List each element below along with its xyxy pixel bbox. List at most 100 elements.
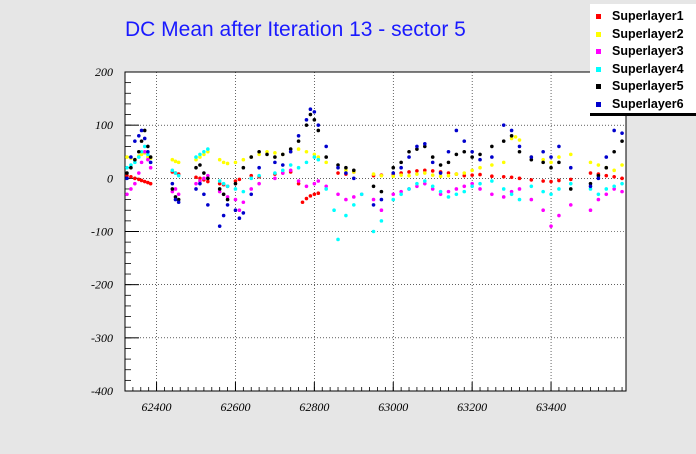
- data-point: [129, 187, 133, 191]
- data-point: [273, 176, 277, 181]
- data-point: [568, 181, 573, 186]
- x-tick-label: 62600: [220, 400, 250, 414]
- data-point: [509, 128, 514, 133]
- data-point: [430, 173, 435, 177]
- data-point: [501, 195, 506, 199]
- data-point: [202, 149, 206, 154]
- data-point: [454, 172, 459, 176]
- data-point: [206, 203, 210, 207]
- data-point: [549, 160, 553, 165]
- data-point: [446, 171, 451, 175]
- data-point: [312, 181, 317, 186]
- data-point: [198, 179, 202, 183]
- data-point: [371, 184, 376, 189]
- data-point: [296, 147, 301, 151]
- series-4: [125, 144, 624, 242]
- data-point: [359, 192, 364, 197]
- series-3: [125, 149, 624, 228]
- legend-label: Superlayer4: [612, 61, 684, 76]
- data-point: [324, 184, 328, 189]
- data-point: [557, 187, 561, 191]
- data-point: [415, 172, 419, 176]
- data-point: [137, 134, 141, 138]
- data-point: [620, 131, 624, 135]
- data-point: [462, 171, 467, 175]
- data-point: [568, 152, 573, 157]
- data-point: [304, 196, 309, 201]
- y-tick-label: 200: [95, 65, 113, 79]
- data-point: [146, 144, 150, 149]
- data-point: [273, 155, 277, 159]
- data-point: [173, 171, 178, 175]
- data-point: [517, 144, 522, 149]
- data-point: [198, 176, 202, 181]
- data-point: [517, 149, 522, 154]
- grid-lines: [125, 72, 626, 391]
- data-point: [620, 176, 624, 181]
- data-point: [423, 179, 427, 183]
- data-point: [139, 149, 144, 154]
- data-point: [304, 160, 309, 165]
- data-point: [568, 177, 573, 182]
- data-point: [415, 181, 419, 186]
- data-point: [344, 171, 348, 175]
- data-point: [549, 179, 553, 184]
- data-point: [217, 157, 222, 162]
- legend-marker: [596, 14, 601, 19]
- data-point: [280, 163, 285, 167]
- data-point: [588, 171, 593, 175]
- data-point: [470, 155, 474, 159]
- series-1: [125, 168, 624, 205]
- data-point: [407, 173, 411, 178]
- data-point: [142, 128, 147, 133]
- data-point: [241, 189, 246, 194]
- data-point: [125, 155, 129, 159]
- data-point: [588, 184, 593, 189]
- legend-entry: Superlayer1: [590, 8, 696, 26]
- legend-label: Superlayer1: [612, 9, 684, 23]
- series-6: [125, 107, 624, 228]
- data-point: [249, 187, 254, 191]
- data-point: [454, 152, 459, 157]
- data-point: [430, 187, 435, 191]
- data-point: [379, 173, 384, 178]
- data-point: [407, 155, 411, 159]
- data-point: [612, 149, 616, 154]
- data-point: [146, 152, 150, 157]
- legend-marker: [596, 31, 601, 37]
- data-point: [462, 184, 467, 189]
- data-point: [316, 128, 321, 133]
- data-point: [194, 155, 198, 159]
- data-point: [308, 107, 313, 112]
- data-point: [612, 184, 616, 189]
- series-5: [125, 112, 624, 202]
- data-point: [568, 165, 573, 170]
- data-point: [139, 139, 144, 143]
- legend-label: Superlayer3: [612, 44, 684, 58]
- data-point: [206, 147, 210, 151]
- data-point: [454, 192, 459, 197]
- data-point: [139, 152, 144, 157]
- data-point: [304, 123, 309, 127]
- legend-marker: [596, 49, 601, 54]
- data-point: [588, 208, 593, 213]
- data-point: [241, 211, 246, 215]
- data-point: [509, 192, 514, 197]
- data-point: [541, 157, 545, 162]
- data-point: [265, 149, 269, 154]
- data-point: [296, 165, 301, 170]
- data-point: [462, 149, 467, 154]
- data-point: [501, 174, 506, 179]
- data-point: [336, 237, 340, 242]
- data-point: [148, 181, 153, 186]
- data-point: [612, 128, 616, 133]
- data-point: [430, 155, 435, 159]
- data-point: [529, 184, 534, 189]
- x-tick-label: 62800: [299, 400, 329, 414]
- data-point: [280, 171, 285, 175]
- data-point: [308, 194, 313, 198]
- x-tick-label: 63000: [378, 400, 408, 414]
- data-point: [344, 197, 348, 202]
- data-point: [423, 171, 427, 175]
- data-point: [148, 165, 153, 170]
